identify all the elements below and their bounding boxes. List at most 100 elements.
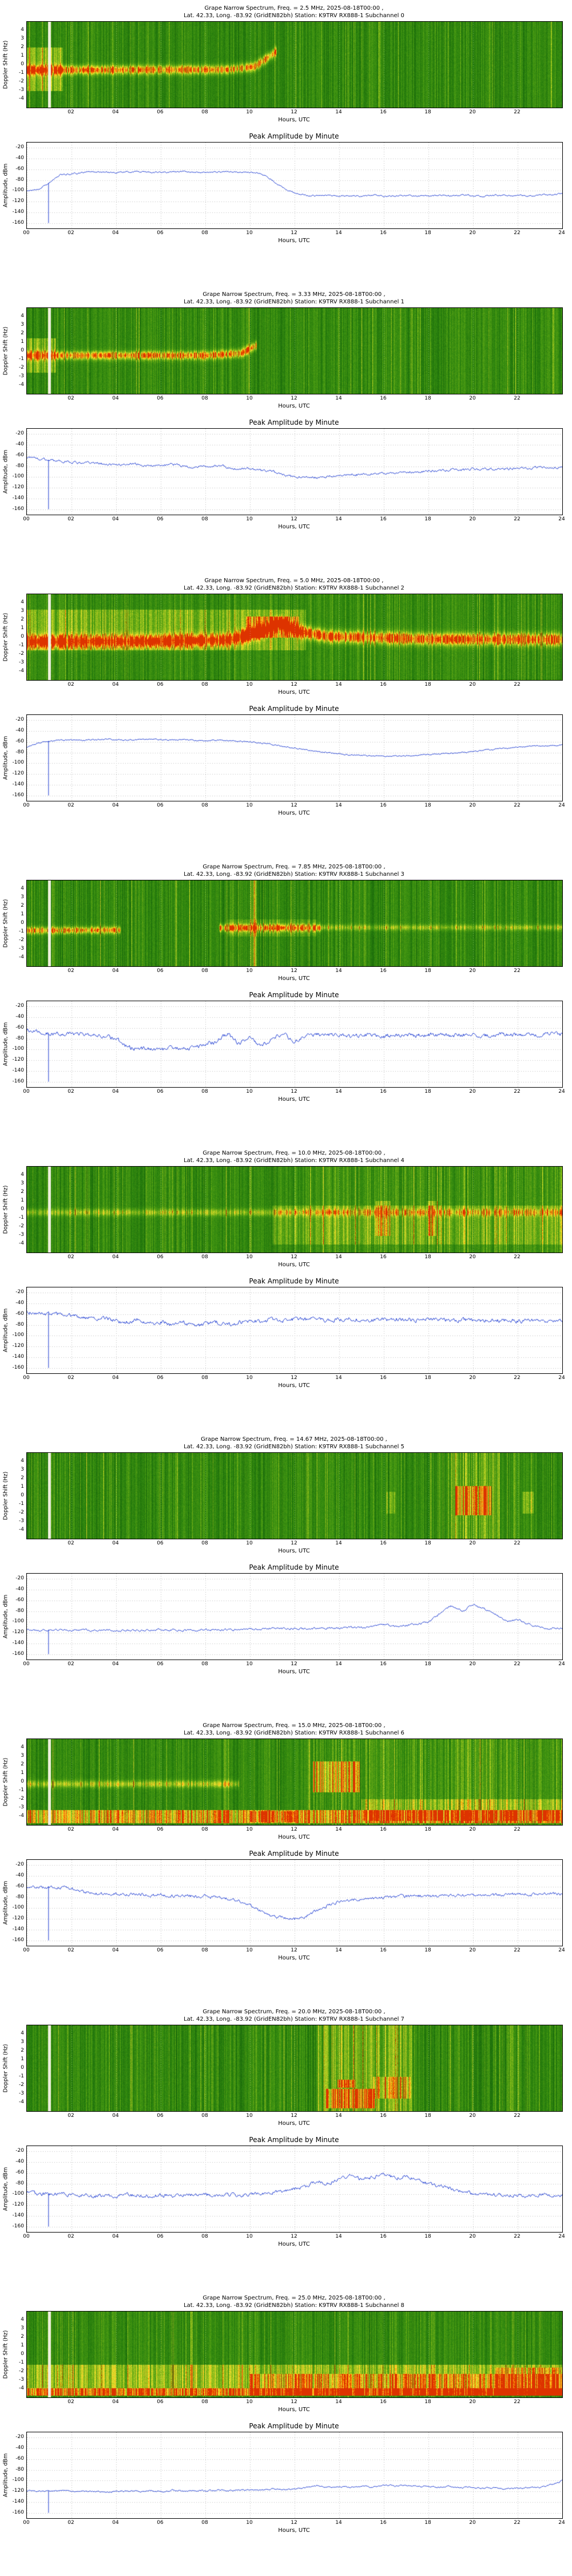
amplitude-title: Peak Amplitude by Minute [249, 2422, 339, 2430]
spec-x-ticks: 02 04 06 08 10 12 14 16 18 20 22 [0, 2113, 572, 2120]
amp-x-tick: 10 [246, 2234, 253, 2239]
spec-y-tick: 3 [21, 2325, 24, 2331]
amp-x-tick: 06 [157, 1375, 164, 1381]
spec-x-tick: 12 [291, 109, 297, 115]
amp-x-ticks: 00 02 04 06 08 10 12 14 16 18 20 22 24 [0, 2520, 572, 2527]
subchannel-panel-4: Grape Narrow Spectrum, Freq. = 10.0 MHz,… [0, 1145, 572, 1431]
spec-y-tick: 2 [21, 903, 24, 908]
spec-x-tick: 08 [201, 682, 208, 688]
spec-x-axis-label: Hours, UTC [278, 1262, 310, 1268]
spec-y-tick: -3 [19, 87, 24, 93]
amp-y-tick: -60 [15, 1883, 24, 1889]
amp-x-tick: 12 [291, 230, 297, 236]
spec-y-tick: 0 [21, 1492, 24, 1498]
amp-x-tick: 22 [514, 516, 521, 522]
amp-x-tick: 18 [424, 1947, 431, 1953]
spectrogram-canvas-0 [27, 22, 562, 108]
amp-x-tick: 08 [201, 230, 208, 236]
spec-y-tick: -4 [19, 382, 24, 388]
amp-x-axis-label: Hours, UTC [278, 238, 310, 244]
spec-y-tick: -2 [19, 1510, 24, 1515]
spec-x-tick: 04 [112, 682, 119, 688]
spec-x-tick: 02 [67, 2399, 74, 2405]
spectrogram-chart: Doppler Shift (Hz) 4 3 2 1 0 -1 -2 -3 -4 [0, 1739, 572, 1826]
spec-y-tick: 3 [21, 322, 24, 327]
spec-y-tick: 4 [21, 313, 24, 319]
amp-x-tick: 00 [23, 1947, 30, 1953]
spectrogram-chart: Doppler Shift (Hz) 4 3 2 1 0 -1 -2 -3 -4 [0, 2025, 572, 2112]
amplitude-frame [26, 2146, 563, 2233]
amp-x-tick: 16 [380, 1089, 387, 1095]
amp-x-tick: 10 [246, 1375, 253, 1381]
spectrogram-title-line2: Lat. 42.33, Long. -83.92 (GridEN82bh) St… [184, 585, 404, 591]
amp-x-tick: 24 [558, 1375, 565, 1381]
amp-x-tick: 00 [23, 803, 30, 808]
amp-x-tick: 00 [23, 1375, 30, 1381]
amp-x-tick: 10 [246, 516, 253, 522]
spectrogram-title-line1: Grape Narrow Spectrum, Freq. = 7.85 MHz,… [202, 864, 386, 870]
spec-y-tick: -2 [19, 2082, 24, 2088]
amp-y-tick: -160 [12, 505, 24, 512]
spectrogram-frame [26, 1452, 563, 1539]
spec-y-tick: 3 [21, 35, 24, 41]
spectrogram-title: Grape Narrow Spectrum, Freq. = 25.0 MHz,… [26, 2290, 562, 2309]
spec-x-axis-label: Hours, UTC [278, 689, 310, 696]
spec-y-tick: -1 [19, 2073, 24, 2079]
amp-y-tick: -40 [15, 1014, 24, 1020]
spec-y-tick: 4 [21, 2030, 24, 2036]
spectrogram-title-line2: Lat. 42.33, Long. -83.92 (GridEN82bh) St… [184, 1730, 404, 1736]
amp-x-tick: 18 [424, 516, 431, 522]
spec-y-tick: -3 [19, 1518, 24, 1524]
spec-y-tick: 4 [21, 1172, 24, 1178]
amp-y-tick: -40 [15, 441, 24, 448]
amp-x-tick: 08 [201, 1089, 208, 1095]
amp-x-tick: 16 [380, 2234, 387, 2239]
amp-y-tick: -60 [15, 165, 24, 172]
amp-x-tick: 08 [201, 1947, 208, 1953]
spec-y-tick: 0 [21, 2351, 24, 2357]
spectrogram-frame [26, 1166, 563, 1253]
amp-y-tick: -100 [12, 1618, 24, 1625]
spectrogram-canvas-1 [27, 308, 562, 394]
spec-x-tick: 18 [424, 1540, 431, 1546]
spectrogram-frame [26, 307, 563, 394]
spec-y-tick: 0 [21, 1206, 24, 1212]
spec-x-axis-label: Hours, UTC [278, 2120, 310, 2127]
amp-x-axis-label: Hours, UTC [278, 810, 310, 816]
spec-y-tick: -1 [19, 1501, 24, 1507]
amplitude-title: Peak Amplitude by Minute [249, 991, 339, 999]
spectrogram-title-line1: Grape Narrow Spectrum, Freq. = 14.67 MHz… [201, 1436, 387, 1443]
amp-x-tick: 06 [157, 2520, 164, 2526]
amplitude-title: Peak Amplitude by Minute [249, 1277, 339, 1285]
amp-x-tick: 16 [380, 1375, 387, 1381]
spectrogram-canvas-2 [27, 594, 562, 680]
amp-x-tick: 18 [424, 1089, 431, 1095]
spec-x-tick: 18 [424, 2113, 431, 2119]
amp-y-tick: -100 [12, 187, 24, 193]
spec-x-tick: 14 [335, 396, 342, 401]
amp-x-tick: 10 [246, 1089, 253, 1095]
spec-y-tick: -2 [19, 1796, 24, 1801]
spec-y-tick: -3 [19, 659, 24, 665]
spec-x-tick: 20 [469, 396, 476, 401]
amp-y-tick: -140 [12, 2212, 24, 2218]
spec-y-tick: 4 [21, 27, 24, 33]
spec-x-tick: 10 [246, 1540, 253, 1546]
spec-x-tick: 14 [335, 1254, 342, 1260]
spec-y-tick: 4 [21, 2317, 24, 2322]
spec-y-tick: -1 [19, 1787, 24, 1793]
amp-y-tick: -160 [12, 1650, 24, 1657]
spec-x-tick: 10 [246, 1827, 253, 1832]
amp-y-tick: -100 [12, 760, 24, 766]
spec-x-tick: 12 [291, 1540, 297, 1546]
spec-y-tick: 2 [21, 617, 24, 622]
amp-y-tick: -60 [15, 1597, 24, 1603]
spec-y-tick: -1 [19, 2360, 24, 2365]
amp-x-tick: 12 [291, 1661, 297, 1667]
spec-y-tick: -2 [19, 937, 24, 943]
amp-x-tick: 04 [112, 2520, 119, 2526]
spec-y-tick: 2 [21, 1189, 24, 1195]
spec-x-tick: 22 [514, 109, 521, 115]
amp-y-tick: -20 [15, 1575, 24, 1582]
spec-x-tick: 14 [335, 1540, 342, 1546]
